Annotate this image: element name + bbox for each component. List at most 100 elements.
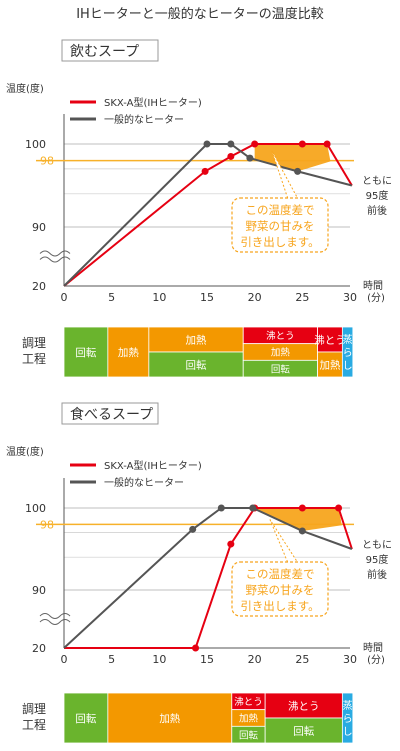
callout-text: 野菜の甘みを	[246, 219, 315, 233]
process-segment-label: 沸とう	[234, 696, 263, 708]
axis-break-mark	[39, 256, 71, 263]
y-tick-label: 20	[32, 280, 46, 293]
legend-label: 一般的なヒーター	[104, 476, 184, 489]
temperature-gap-area	[254, 144, 331, 172]
series-point-general	[203, 140, 211, 148]
temperature-gap-area	[254, 508, 342, 531]
end-note-line: 95度	[366, 553, 389, 566]
y-tick-label: 100	[25, 502, 46, 515]
process-segment-heat	[107, 326, 150, 378]
series-point-ih	[335, 504, 343, 512]
chart-title: 飲むスープ	[70, 44, 139, 60]
legend-label: 一般的なヒーター	[104, 113, 184, 126]
x-tick-label: 15	[200, 653, 214, 666]
process-segment-label: 沸とう	[266, 330, 295, 342]
x-tick-label: 30	[343, 291, 357, 304]
end-note-line: ともに	[362, 175, 392, 187]
process-segment-label: 回転	[75, 347, 96, 359]
process-segment-label: 蒸	[343, 334, 353, 346]
series-point-ih	[298, 504, 306, 512]
process-segment-steam	[341, 692, 354, 744]
end-note-line: 前後	[367, 568, 387, 581]
process-segment-label: 回転	[75, 713, 96, 725]
callout-text: 野菜の甘みを	[246, 583, 315, 597]
y-tick-label: 90	[32, 584, 46, 597]
chart-title-box	[61, 39, 159, 62]
x-axis-unit: (分)	[367, 654, 385, 666]
process-segment-label: 回転	[271, 364, 291, 375]
callout-box	[231, 197, 329, 253]
x-tick-label: 5	[108, 291, 115, 304]
series-point-ih	[227, 152, 235, 160]
process-label: 調理	[22, 702, 46, 716]
y-axis-label: 温度(度)	[6, 445, 44, 458]
x-tick-label: 10	[152, 291, 166, 304]
process-segment-heat	[317, 351, 343, 378]
x-axis-label: 時間	[363, 280, 383, 292]
page-title: IHヒーターと一般的なヒーターの温度比較	[76, 6, 324, 22]
x-tick-label: 0	[61, 653, 68, 666]
series-point-general	[189, 525, 197, 533]
callout-box	[231, 561, 329, 617]
process-segment-label: 加熱	[319, 358, 340, 371]
process-segment-label: 加熱	[159, 712, 180, 725]
x-axis-unit: (分)	[367, 292, 385, 304]
process-label: 工程	[22, 351, 46, 366]
x-tick-label: 15	[200, 291, 214, 304]
x-tick-label: 25	[295, 653, 309, 666]
series-point-general	[217, 504, 225, 512]
process-label: 工程	[22, 717, 46, 732]
x-axis-label: 時間	[363, 642, 383, 654]
process-segment-label: 沸とう	[288, 699, 320, 712]
process-segment-label: 加熱	[271, 347, 291, 359]
target-line-label: 98	[40, 518, 54, 531]
process-segment-boil	[317, 326, 343, 353]
process-segment-rotate	[63, 326, 109, 378]
process-segment-boil	[264, 692, 343, 719]
chart-title: 食べるスープ	[70, 406, 153, 423]
y-tick-label: 100	[25, 138, 46, 151]
process-segment-label: 回転	[239, 730, 259, 741]
callout-text: 引き出します。	[240, 599, 319, 613]
y-tick-label: 20	[32, 642, 46, 655]
series-point-general	[294, 167, 302, 175]
process-segment-label: ら	[343, 713, 353, 725]
target-line-label: 98	[40, 155, 54, 168]
callout-text: この温度差で	[246, 567, 315, 581]
callout-pointer	[271, 150, 299, 200]
y-axis-label: 温度(度)	[6, 82, 44, 95]
series-line-general	[63, 143, 353, 287]
end-note-line: ともに	[362, 539, 392, 551]
y-tick-label: 90	[32, 221, 46, 234]
series-line-general	[63, 507, 353, 649]
x-tick-label: 0	[61, 291, 68, 304]
axis-break-mark	[39, 613, 71, 619]
x-tick-label: 5	[108, 653, 115, 666]
legend-label: SKX-A型(IHヒーター)	[104, 459, 202, 472]
process-segment-label: し	[343, 360, 353, 372]
process-segment-heat	[148, 326, 244, 353]
axis-break-mark	[39, 619, 71, 625]
series-point-general	[298, 527, 306, 535]
series-point-ih	[323, 140, 331, 148]
process-segment-label: 加熱	[186, 333, 207, 346]
process-segment-label: 沸とう	[314, 333, 346, 346]
process-segment-label: 蒸	[343, 700, 353, 712]
x-tick-label: 20	[248, 291, 262, 304]
x-tick-label: 25	[295, 291, 309, 304]
process-segment-label: 回転	[186, 359, 207, 371]
process-label: 調理	[22, 336, 46, 350]
process-segment-label: し	[343, 726, 353, 738]
series-point-general	[246, 154, 254, 162]
process-segment-rotate	[63, 692, 109, 744]
process-segment-label: 加熱	[239, 713, 259, 725]
process-segment-rotate	[148, 351, 244, 378]
end-note-line: 前後	[367, 204, 387, 217]
series-point-ih	[251, 140, 259, 148]
series-point-ih	[192, 644, 200, 652]
end-note-line: 95度	[366, 189, 389, 202]
x-tick-label: 30	[343, 653, 357, 666]
